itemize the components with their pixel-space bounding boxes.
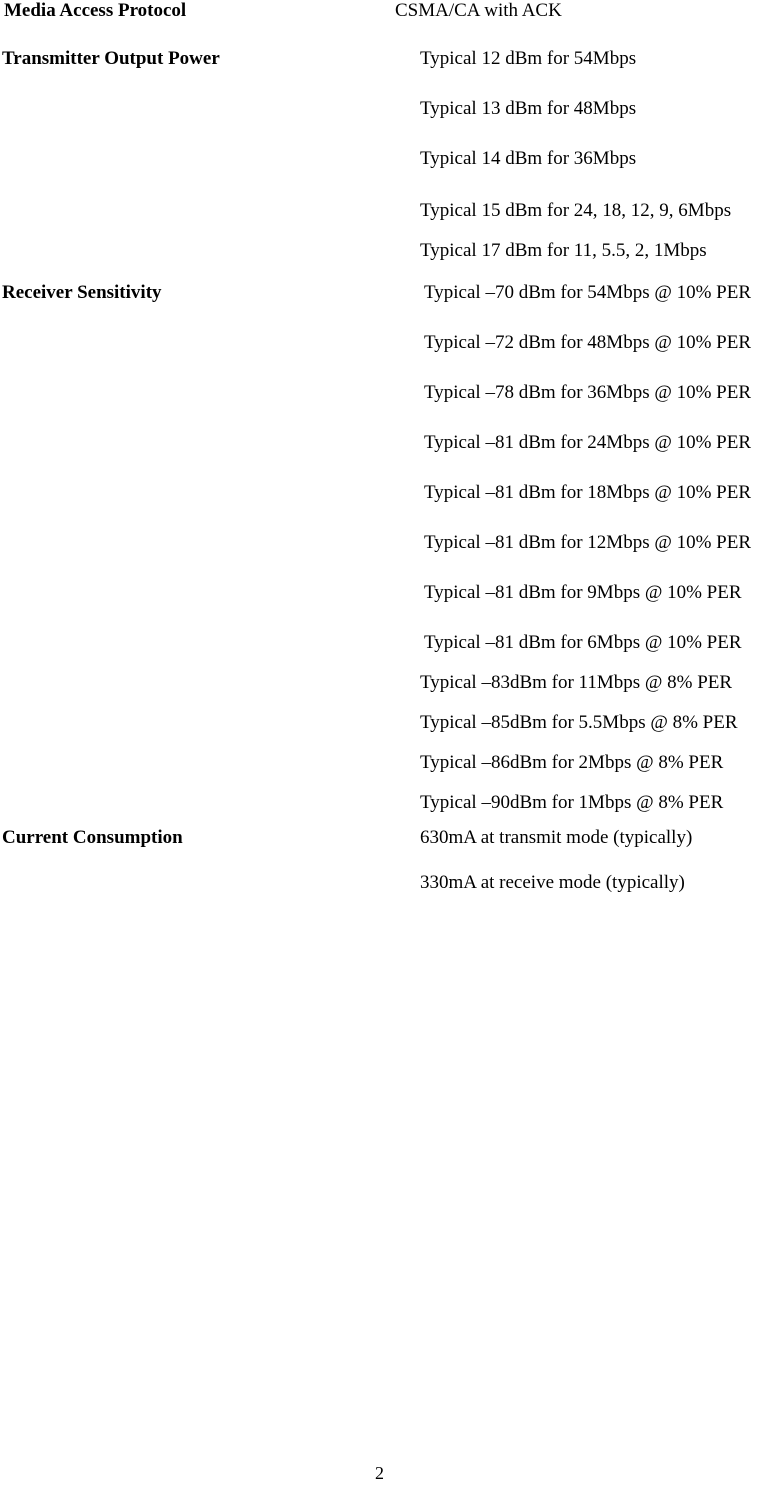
- spec-value: Typical –90dBm for 1Mbps @ 8% PER: [420, 792, 723, 814]
- spec-page: Media Access ProtocolCSMA/CA with ACK Tra…: [0, 0, 759, 1506]
- spec-value: Typical 17 dBm for 11, 5.5, 2, 1Mbps: [420, 240, 707, 262]
- spec-value: Typical –72 dBm for 48Mbps @ 10% PER: [424, 332, 751, 354]
- page-number: 2: [0, 1463, 759, 1484]
- spec-value: Typical 15 dBm for 24, 18, 12, 9, 6Mbps: [420, 200, 731, 222]
- spec-value: Typical –78 dBm for 36Mbps @ 10% PER: [424, 382, 751, 404]
- spec-value: Typical –81 dBm for 9Mbps @ 10% PER: [424, 582, 742, 604]
- spec-value: 330mA at receive mode (typically): [420, 872, 685, 894]
- spec-value: Typical –83dBm for 11Mbps @ 8% PER: [420, 672, 732, 694]
- spec-label: Media Access Protocol: [2, 0, 399, 22]
- spec-value: Typical –81 dBm for 12Mbps @ 10% PER: [424, 532, 751, 554]
- spec-label: Transmitter Output Power: [0, 48, 397, 70]
- spec-value: Typical 13 dBm for 48Mbps: [420, 98, 636, 120]
- spec-value: Typical –81 dBm for 6Mbps @ 10% PER: [424, 632, 742, 654]
- spec-value: Typical 12 dBm for 54Mbps: [420, 48, 636, 70]
- spec-value: CSMA/CA with ACK: [395, 0, 562, 22]
- spec-value: Typical –86dBm for 2Mbps @ 8% PER: [420, 752, 723, 774]
- spec-value: Typical 14 dBm for 36Mbps: [420, 148, 636, 170]
- spec-label: Receiver Sensitivity: [0, 282, 397, 304]
- spec-value: Typical –81 dBm for 24Mbps @ 10% PER: [424, 432, 751, 454]
- spec-value: 630mA at transmit mode (typically): [420, 827, 692, 849]
- spec-label: Current Consumption: [0, 827, 397, 849]
- spec-value: Typical –85dBm for 5.5Mbps @ 8% PER: [420, 712, 738, 734]
- spec-value: Typical –70 dBm for 54Mbps @ 10% PER: [424, 282, 751, 304]
- spec-value: Typical –81 dBm for 18Mbps @ 10% PER: [424, 482, 751, 504]
